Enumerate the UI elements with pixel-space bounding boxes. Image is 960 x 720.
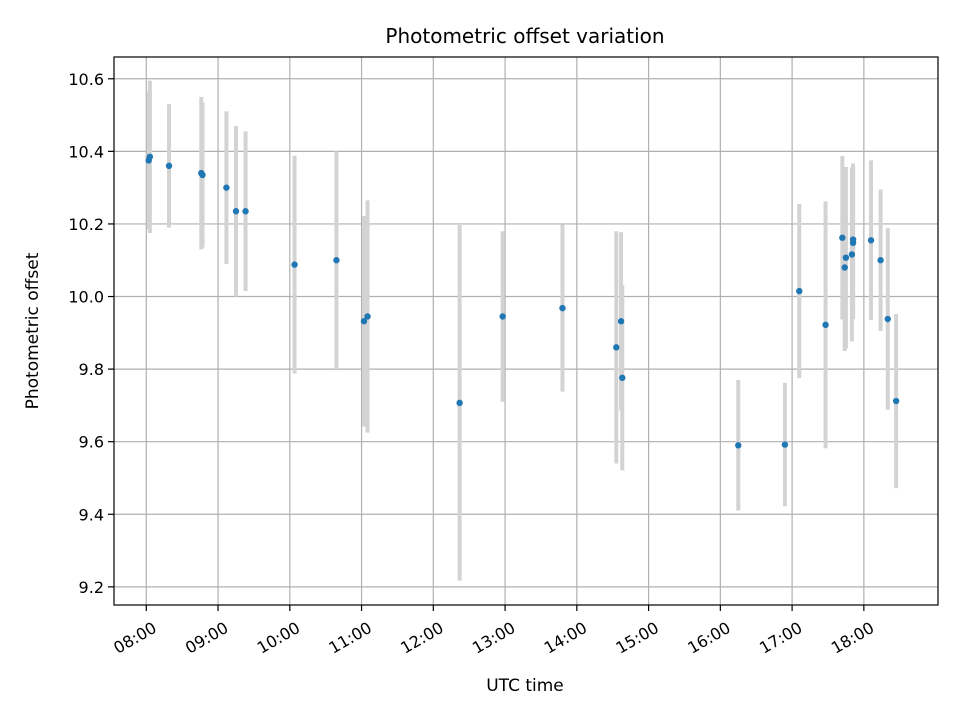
data-point [165,162,173,170]
data-point [848,251,856,258]
y-axis-title: Photometric offset [23,252,43,409]
data-point [841,264,848,271]
y-axis-ticks: 9.2 9.4 9.6 9.8 10.0 10.2 10.4 10.6 [68,70,114,597]
y-tick-label: 9.4 [79,505,104,524]
data-point [333,257,340,264]
y-tick-label: 9.8 [79,360,104,379]
data-point [223,184,230,191]
data-point [839,234,846,241]
data-point [613,344,620,351]
y-tick-label: 10.4 [68,142,104,161]
data-point [867,237,875,244]
data-point [849,239,857,247]
plot-frame [113,56,939,606]
x-axis-title: UTC time [486,676,564,696]
data-point [735,442,742,449]
y-tick-label: 10.2 [68,215,104,234]
data-point [360,318,368,325]
data-point [232,208,240,215]
data-point [877,257,884,264]
data-point [619,374,626,382]
y-tick-label: 10.0 [68,288,104,307]
data-point [617,318,625,325]
data-point [291,261,298,268]
data-point [559,304,566,312]
data-point [884,315,891,323]
data-point [199,171,206,179]
data-point [822,321,829,329]
grid [114,57,938,605]
y-tick-label: 9.2 [79,578,104,597]
data-point [499,313,506,320]
data-point [892,397,900,405]
data-point [842,254,850,261]
y-tick-label: 9.6 [79,433,104,452]
data-point [456,399,463,407]
data-points [145,153,900,449]
chart-title: Photometric offset variation [385,24,664,48]
y-tick-label: 10.6 [68,70,104,89]
data-point [781,441,789,448]
data-point [796,287,803,295]
data-point [364,313,371,320]
data-point [242,208,249,215]
data-point [146,153,154,161]
